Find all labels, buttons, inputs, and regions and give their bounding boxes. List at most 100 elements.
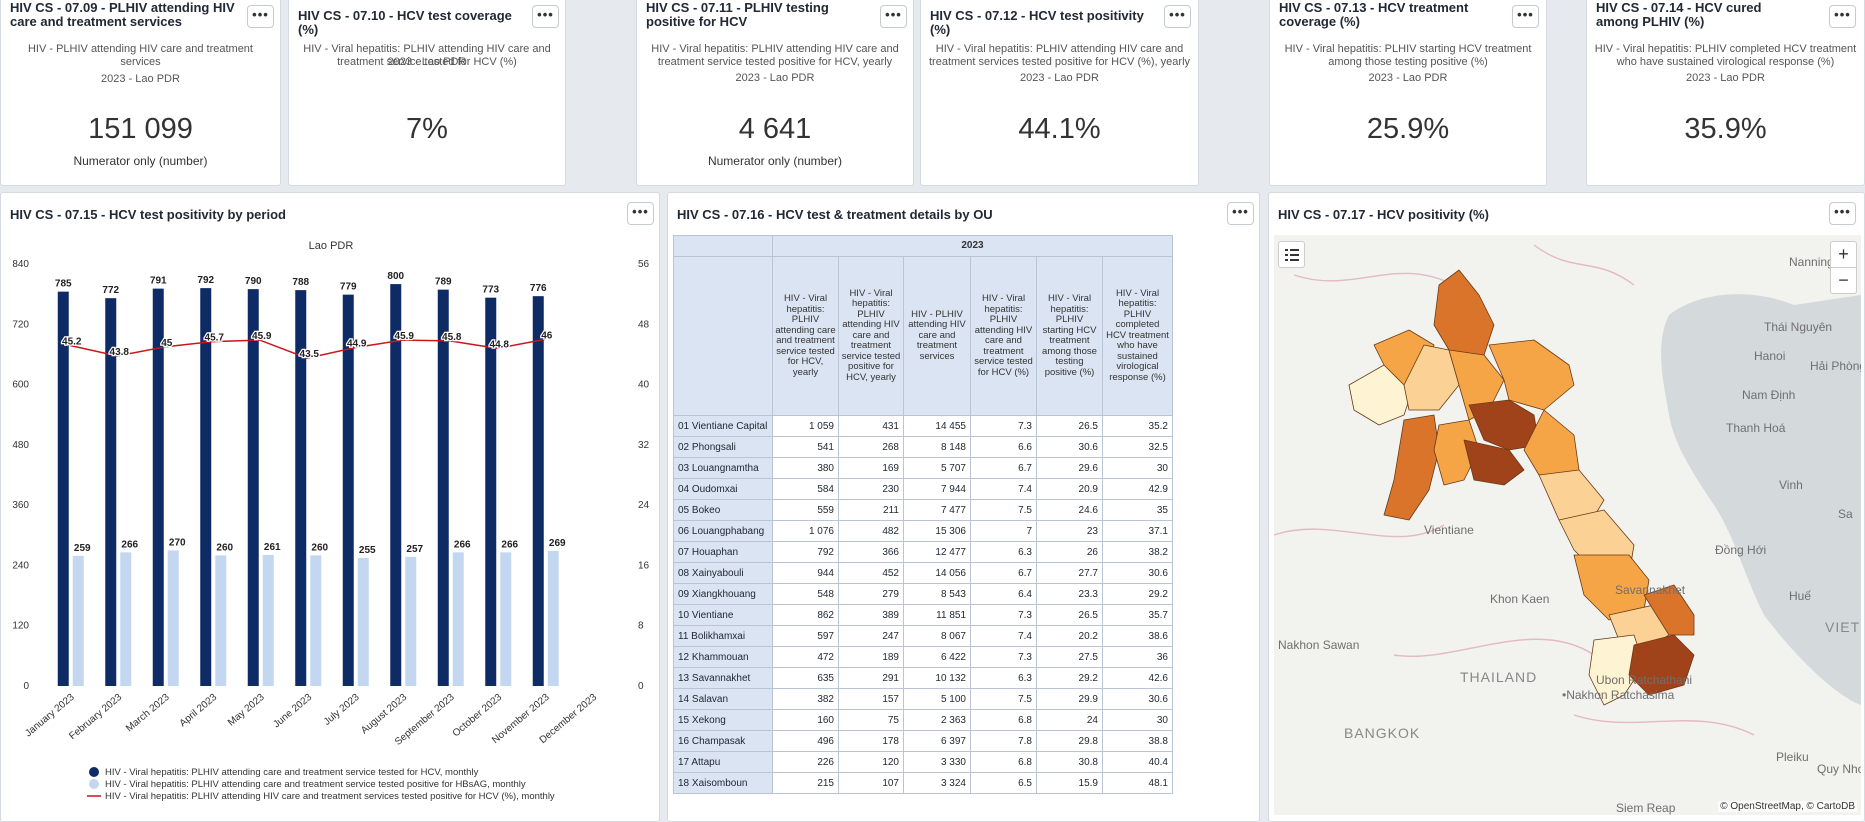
border-line (1274, 244, 1755, 736)
kpi-period: 2023 - Lao PDR (735, 72, 815, 84)
map-canvas[interactable]: Nanning· Thái Nguyên Hanoi Hải Phòng Nam Địn… (1274, 235, 1861, 815)
more-options-button[interactable]: ••• (1829, 5, 1856, 28)
column-header[interactable]: HIV - Viral hepatitis: PLHIV starting HC… (1036, 256, 1103, 416)
value-cell: 380 (772, 457, 839, 479)
value-cell: 29.2 (1102, 583, 1173, 605)
kpi-note: Numerator only (number) (707, 154, 843, 168)
ou-details-table: 2023 HIV - Viral hepatitis: PLHIV attend… (673, 235, 1173, 794)
more-options-button[interactable]: ••• (247, 5, 274, 28)
zoom-out-button[interactable]: − (1830, 267, 1857, 294)
bar (247, 289, 259, 686)
value-cell: 7 944 (903, 478, 971, 500)
x-tick-label: June 2023 (271, 692, 314, 731)
column-header[interactable]: HIV - Viral hepatitis: PLHIV attending H… (970, 256, 1037, 416)
value-cell: 944 (772, 562, 839, 584)
line-data-label: 45 (161, 338, 173, 349)
y2-tick-label: 40 (638, 380, 650, 391)
kpi-value: 4 641 (738, 113, 812, 145)
kpi-period: 2023 - Lao PDR (387, 56, 467, 68)
column-header[interactable]: HIV - PLHIV attending HIV care and treat… (903, 256, 971, 416)
more-options-button[interactable]: ••• (1227, 202, 1254, 225)
line-data-label: 43.5 (300, 349, 320, 360)
bar-data-label: 260 (311, 542, 328, 553)
legend-swatch (89, 779, 99, 789)
bar (200, 288, 212, 686)
x-tick-label: July 2023 (322, 692, 362, 728)
value-cell: 30 (1102, 457, 1173, 479)
map-place-label: BANGKOK (1344, 725, 1421, 741)
line-data-label: 45.9 (395, 331, 415, 342)
province-shape[interactable] (1433, 419, 1480, 486)
more-options-button[interactable]: ••• (880, 5, 907, 28)
map-place-label: VIETNAM (1825, 619, 1861, 635)
value-cell: 862 (772, 604, 839, 626)
province-shape[interactable] (1588, 634, 1645, 706)
value-cell: 10 132 (903, 667, 971, 689)
bar (357, 557, 369, 686)
kpi-title: HIV CS - 07.09 - PLHIV attending HIV car… (10, 0, 235, 29)
table-row: 05 Bokeo 559 211 7 477 7.5 24.6 35 (673, 499, 1173, 521)
value-cell: 27.7 (1036, 562, 1103, 584)
line-data-label: 45.9 (252, 331, 272, 342)
kpi-value: 25.9% (1366, 113, 1450, 145)
y-tick-label: 840 (12, 259, 29, 270)
value-cell: 7.3 (970, 415, 1037, 437)
province-shape[interactable] (1488, 339, 1575, 411)
value-cell: 30.6 (1036, 436, 1103, 458)
ou-name-cell: 13 Savannakhet (673, 667, 773, 689)
column-header[interactable]: HIV - Viral hepatitis: PLHIV completed H… (1102, 256, 1173, 416)
more-options-button[interactable]: ••• (1829, 202, 1856, 225)
value-cell: 38.2 (1102, 541, 1173, 563)
more-options-button[interactable]: ••• (1512, 5, 1539, 28)
column-header[interactable]: HIV - Viral hepatitis: PLHIV attending H… (838, 256, 904, 416)
bar (72, 555, 84, 686)
value-cell: 366 (838, 541, 904, 563)
map-place-label: •Nakhon Ratchasima (1562, 688, 1675, 702)
line-data-label: 43.8 (110, 347, 130, 358)
value-cell: 230 (838, 478, 904, 500)
value-cell: 1 076 (772, 520, 839, 542)
value-cell: 6 397 (903, 730, 971, 752)
map-place-label: Vientiane (1424, 523, 1474, 537)
ou-name-cell: 16 Champasak (673, 730, 773, 752)
province-shape[interactable] (1628, 634, 1695, 696)
kpi-card-0713: HIV CS - 07.13 - HCV treatment coverage … (1269, 0, 1547, 186)
more-options-button[interactable]: ••• (1164, 5, 1191, 28)
ou-name-cell: 03 Louangnamtha (673, 457, 773, 479)
line-data-label: 44.8 (490, 339, 510, 350)
value-cell: 226 (772, 751, 839, 773)
table-row: 15 Xekong 160 75 2 363 6.8 24 30 (673, 709, 1173, 731)
value-cell: 29.8 (1036, 730, 1103, 752)
map-attribution[interactable]: © OpenStreetMap, © CartoDB (1718, 801, 1857, 812)
map-place-label: Khon Kaen (1490, 592, 1550, 606)
more-options-button[interactable]: ••• (627, 202, 654, 225)
legend-toggle-button[interactable] (1278, 241, 1305, 268)
bar-data-label: 257 (406, 544, 423, 555)
more-options-button[interactable]: ••• (532, 5, 559, 28)
value-cell: 178 (838, 730, 904, 752)
y2-tick-label: 56 (638, 259, 650, 270)
value-cell: 14 455 (903, 415, 971, 437)
value-cell: 36 (1102, 646, 1173, 668)
value-cell: 2 363 (903, 709, 971, 731)
ou-name-cell: 14 Salavan (673, 688, 773, 710)
value-cell: 7 477 (903, 499, 971, 521)
legend-label: HIV - Viral hepatitis: PLHIV attending c… (105, 767, 479, 778)
value-cell: 7.3 (970, 646, 1037, 668)
province-shape[interactable] (1383, 414, 1440, 521)
province-shape[interactable] (1463, 439, 1525, 486)
table-row: 01 Vientiane Capital 1 059 431 14 455 7.3 26.… (673, 415, 1173, 437)
bar-data-label: 790 (245, 276, 262, 287)
value-cell: 431 (838, 415, 904, 437)
value-cell: 20.2 (1036, 625, 1103, 647)
ou-name-cell: 07 Houaphan (673, 541, 773, 563)
value-cell: 3 330 (903, 751, 971, 773)
column-header[interactable]: HIV - Viral hepatitis: PLHIV attending c… (772, 256, 839, 416)
zoom-in-button[interactable]: + (1830, 241, 1857, 268)
y-tick-label: 120 (12, 621, 29, 632)
corner-cell (673, 235, 773, 257)
table-row: 18 Xaisomboun 215 107 3 324 6.5 15.9 48.1 (673, 772, 1173, 794)
value-cell: 6.3 (970, 541, 1037, 563)
province-shape[interactable] (1643, 584, 1695, 636)
bar (532, 296, 544, 686)
